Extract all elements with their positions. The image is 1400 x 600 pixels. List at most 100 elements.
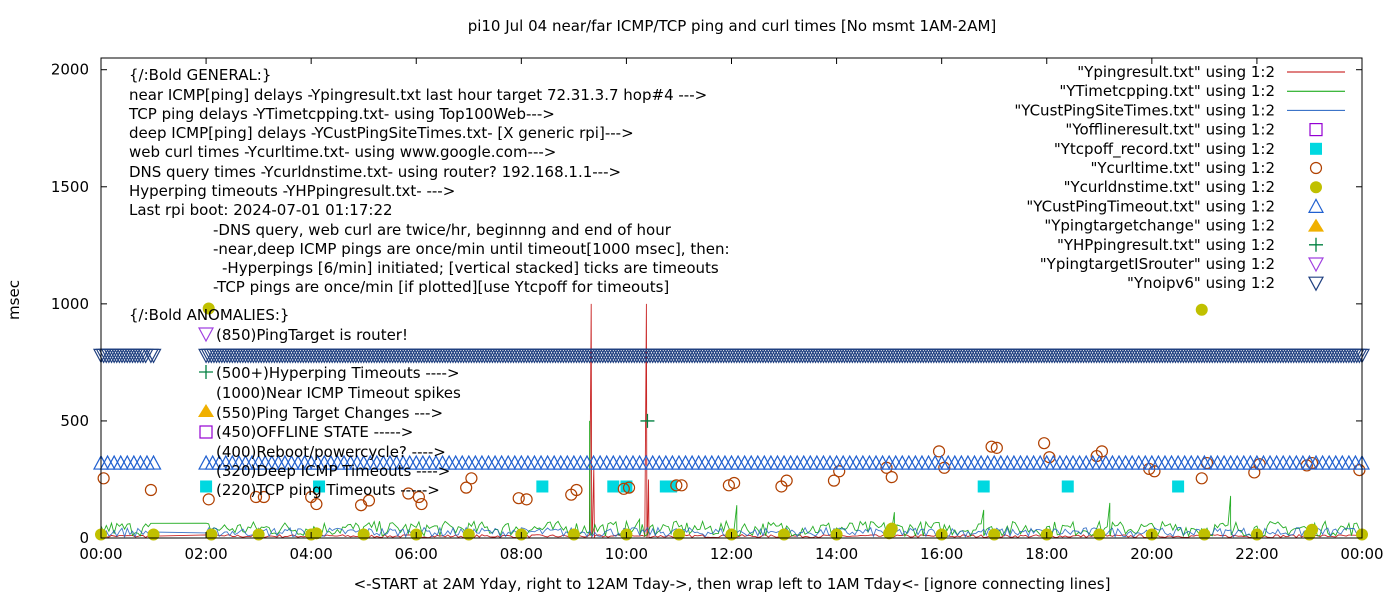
x-tick-label-6: 12:00 bbox=[710, 545, 753, 563]
point-6-4 bbox=[252, 528, 265, 541]
series-line-2 bbox=[100, 526, 1360, 539]
legend-swatch-8 bbox=[1308, 218, 1324, 232]
chart-title: pi10 Jul 04 near/far ICMP/TCP ping and c… bbox=[468, 17, 997, 35]
point-6-15 bbox=[778, 528, 791, 541]
point-6-20 bbox=[988, 528, 1001, 541]
legend-label-0: "Ypingresult.txt" using 1:2 bbox=[1077, 63, 1275, 81]
x-tick-label-2: 04:00 bbox=[290, 545, 333, 563]
annotation-19: (320)Deep ICMP Timeouts ----> bbox=[216, 462, 450, 480]
x-tick-label-9: 18:00 bbox=[1025, 545, 1068, 563]
legend-label-4: "Ytcpoff_record.txt" using 1:2 bbox=[1054, 140, 1275, 159]
x-tick-label-3: 06:00 bbox=[395, 545, 438, 563]
point-5-34 bbox=[1038, 437, 1051, 450]
point-5-10 bbox=[412, 490, 425, 504]
point-5-19 bbox=[622, 481, 636, 494]
annotation-7: Last rpi boot: 2024-07-01 01:17:22 bbox=[129, 201, 393, 219]
point-5-0 bbox=[97, 472, 110, 485]
point-6-7 bbox=[357, 528, 370, 541]
y-tick-label-2: 1000 bbox=[51, 295, 89, 313]
point-9-0 bbox=[640, 413, 655, 428]
legend-label-8: "Ypingtargetchange" using 1:2 bbox=[1044, 217, 1275, 235]
point-5-1 bbox=[144, 483, 158, 497]
point-5-39 bbox=[1148, 465, 1161, 478]
point-4-7 bbox=[977, 480, 990, 493]
legend-label-1: "YTimetcpping.txt" using 1:2 bbox=[1059, 82, 1275, 100]
point-5-9 bbox=[402, 487, 415, 500]
point-5-6 bbox=[310, 497, 323, 511]
point-5-14 bbox=[512, 492, 525, 505]
anomaly-router-icon bbox=[197, 327, 215, 343]
legend-label-6: "Ycurldnstime.txt" using 1:2 bbox=[1064, 178, 1275, 196]
point-6-6 bbox=[310, 527, 323, 540]
legend-swatch-3 bbox=[1309, 122, 1323, 137]
point-5-46 bbox=[1353, 463, 1366, 477]
y-tick-label-4: 2000 bbox=[51, 61, 89, 79]
point-5-27 bbox=[833, 465, 846, 478]
x-tick-label-11: 22:00 bbox=[1235, 545, 1278, 563]
legend-swatch-9 bbox=[1309, 237, 1323, 252]
y-tick-label-1: 500 bbox=[60, 412, 89, 430]
point-4-3 bbox=[607, 480, 620, 493]
y-tick-label-0: 0 bbox=[79, 529, 89, 547]
point-5-40 bbox=[1195, 472, 1208, 485]
legend-swatch-7 bbox=[1307, 198, 1325, 213]
annotation-13: (850)PingTarget is router! bbox=[216, 326, 408, 344]
point-5-23 bbox=[728, 476, 741, 490]
annotation-20: (220)TCP ping Timeouts -----> bbox=[216, 481, 440, 499]
annotation-2: TCP ping delays -YTimetcpping.txt- using… bbox=[128, 105, 555, 123]
y-axis-label: msec bbox=[5, 280, 23, 320]
legend-label-9: "YHPpingresult.txt" using 1:2 bbox=[1057, 236, 1275, 254]
legend-label-10: "YpingtargetISrouter" using 1:2 bbox=[1040, 255, 1275, 273]
point-4-2 bbox=[536, 480, 549, 493]
point-5-25 bbox=[780, 474, 793, 487]
point-5-11 bbox=[415, 497, 428, 511]
x-tick-label-7: 14:00 bbox=[815, 545, 858, 563]
point-5-21 bbox=[675, 479, 688, 492]
legend-label-3: "Yofflineresult.txt" using 1:2 bbox=[1065, 121, 1275, 139]
point-5-29 bbox=[885, 471, 898, 484]
annotation-15: (1000)Near ICMP Timeout spikes bbox=[216, 384, 461, 402]
annotation-18: (400)Reboot/powercycle? ----> bbox=[216, 443, 446, 461]
y-tick-label-3: 1500 bbox=[51, 178, 89, 196]
point-5-13 bbox=[465, 472, 478, 485]
legend-swatch-4 bbox=[1310, 142, 1322, 155]
point-5-3 bbox=[249, 490, 263, 504]
legend-swatch-10 bbox=[1307, 257, 1325, 273]
point-5-20 bbox=[670, 479, 683, 492]
anomaly-offline-icon bbox=[199, 425, 213, 439]
point-4-8 bbox=[1061, 480, 1074, 493]
legend-swatch-6 bbox=[1310, 181, 1322, 194]
point-4-0 bbox=[200, 480, 213, 493]
anomaly-hyperping-icon bbox=[199, 365, 213, 379]
annotations: {/:Bold GENERAL:} near ICMP[ping] delays … bbox=[128, 66, 730, 499]
legend-label-5: "Ycurltime.txt" using 1:2 bbox=[1090, 159, 1275, 177]
annotation-9: -near,deep ICMP pings are once/min until… bbox=[213, 240, 730, 258]
x-tick-label-10: 20:00 bbox=[1130, 545, 1173, 563]
point-6-25 bbox=[1198, 528, 1211, 541]
annotation-1: near ICMP[ping] delays -Ypingresult.txt … bbox=[129, 86, 707, 104]
marker-7-0 bbox=[145, 454, 162, 470]
point-6-2 bbox=[202, 302, 215, 315]
point-6-3 bbox=[205, 528, 218, 541]
x-tick-label-5: 10:00 bbox=[605, 545, 648, 563]
point-5-12 bbox=[460, 481, 473, 494]
annotation-11: -TCP pings are once/min [if plotted][use… bbox=[213, 278, 669, 296]
point-6-28 bbox=[1306, 523, 1319, 536]
legend-label-2: "YCustPingSiteTimes.txt" using 1:2 bbox=[1014, 101, 1275, 119]
legend-swatch-11 bbox=[1307, 276, 1325, 292]
point-5-4 bbox=[257, 490, 270, 504]
marker-11-1 bbox=[145, 348, 162, 364]
annotation-14: (500+)Hyperping Timeouts ----> bbox=[216, 364, 460, 382]
point-5-32 bbox=[985, 440, 998, 453]
point-6-11 bbox=[567, 528, 580, 541]
legend-swatch-5 bbox=[1309, 161, 1323, 175]
legend-label-7: "YCustPingTimeout.txt" using 1:2 bbox=[1026, 197, 1275, 215]
annotation-16: (550)Ping Target Changes ---> bbox=[216, 404, 443, 422]
annotation-4: web curl times -Ycurltime.txt- using www… bbox=[129, 143, 556, 161]
point-5-15 bbox=[520, 493, 533, 506]
point-6-13 bbox=[672, 528, 685, 541]
x-tick-label-0: 00:00 bbox=[79, 545, 122, 563]
point-5-22 bbox=[722, 479, 735, 492]
annotation-6: Hyperping timeouts -YHPpingresult.txt- -… bbox=[129, 182, 455, 200]
annotation-10: -Hyperpings [6/min] initiated; [vertical… bbox=[222, 259, 719, 277]
